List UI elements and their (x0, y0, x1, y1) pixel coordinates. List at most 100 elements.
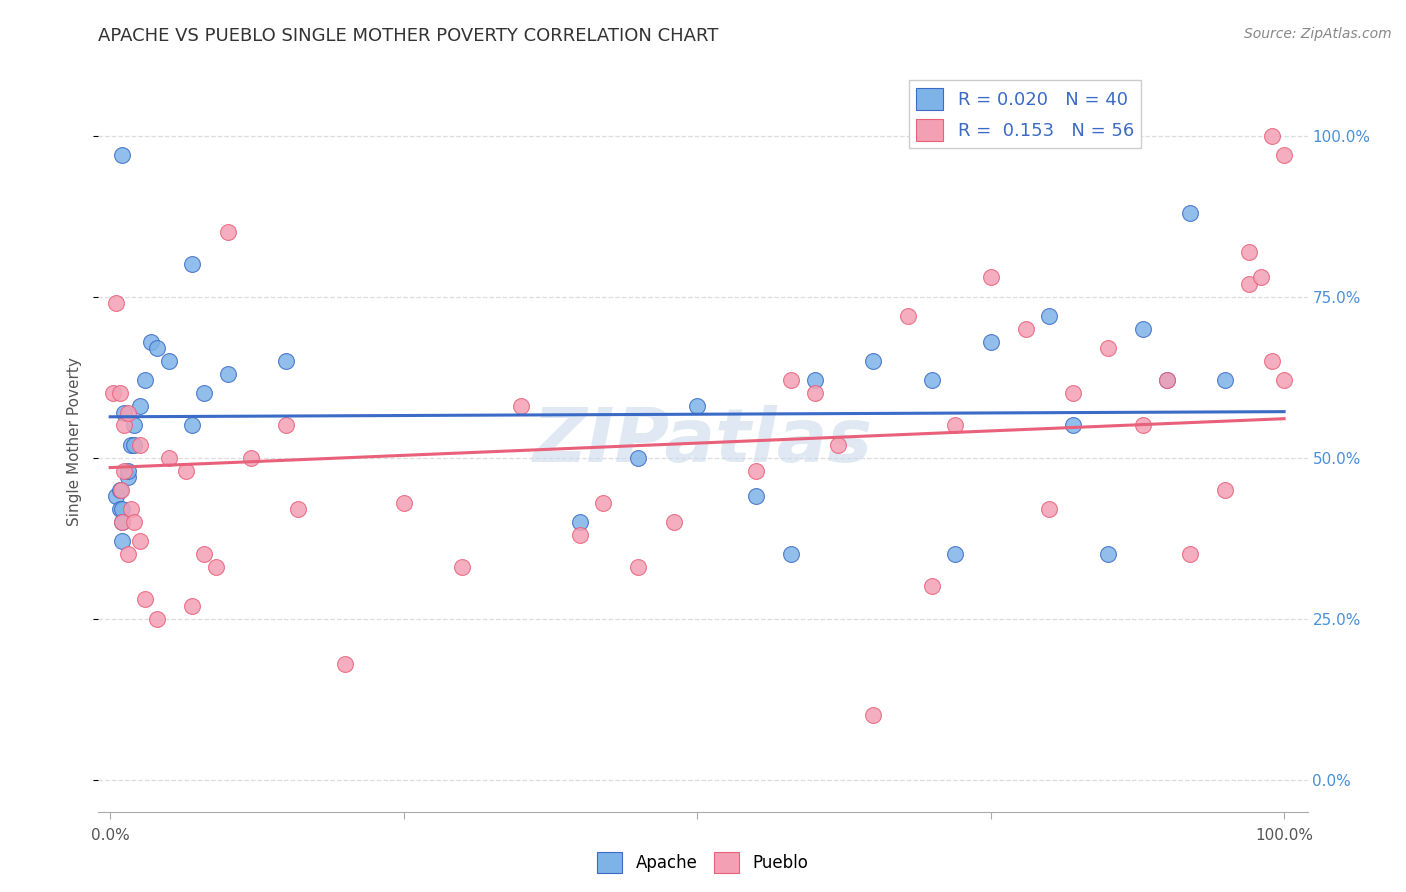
Point (1156, 373, 1178, 387)
Point (1180, 206, 1202, 220)
Point (627, 450, 650, 465)
Point (1015, 322, 1038, 336)
Text: ZIPatlas: ZIPatlas (533, 405, 873, 478)
Point (111, 534, 134, 549)
Point (1215, 373, 1237, 387)
Point (945, 547, 967, 561)
Point (1237, 244, 1260, 259)
Point (181, 599, 204, 613)
Point (1038, 502, 1060, 516)
Point (240, 450, 263, 465)
Point (111, 148, 134, 162)
Point (128, 534, 150, 549)
Point (108, 502, 131, 516)
Point (120, 502, 142, 516)
Point (1250, 270, 1272, 285)
Legend: Apache, Pueblo: Apache, Pueblo (591, 846, 815, 880)
Point (921, 373, 943, 387)
Point (980, 334, 1002, 349)
Point (134, 592, 156, 607)
Point (1272, 373, 1295, 387)
Point (568, 515, 591, 529)
Point (1062, 386, 1084, 401)
Point (662, 515, 685, 529)
Point (592, 496, 614, 510)
Point (897, 309, 920, 323)
Point (780, 547, 803, 561)
Point (176, 463, 198, 477)
Point (128, 438, 150, 452)
Point (105, 296, 128, 310)
Point (1180, 547, 1202, 561)
Point (128, 399, 150, 413)
Point (157, 450, 180, 465)
Point (146, 341, 169, 355)
Point (204, 560, 226, 574)
Point (111, 515, 134, 529)
Point (1156, 373, 1178, 387)
Point (1132, 418, 1154, 433)
Point (112, 406, 135, 420)
Point (921, 579, 943, 593)
Point (141, 334, 163, 349)
Point (122, 418, 145, 433)
Point (745, 463, 768, 477)
Point (105, 489, 128, 503)
Point (862, 354, 884, 368)
Point (193, 547, 215, 561)
Point (1097, 547, 1119, 561)
Point (945, 418, 967, 433)
Point (146, 611, 169, 625)
Text: 100.0%: 100.0% (1256, 828, 1313, 843)
Point (117, 470, 139, 484)
Point (122, 515, 145, 529)
Text: 0.0%: 0.0% (91, 828, 129, 843)
Point (110, 483, 132, 497)
Point (1261, 354, 1284, 368)
Point (117, 547, 139, 561)
Point (745, 489, 768, 503)
Point (1237, 277, 1260, 291)
Point (157, 354, 180, 368)
Point (217, 367, 239, 381)
Point (122, 438, 145, 452)
Point (112, 418, 135, 433)
Y-axis label: Single Mother Poverty: Single Mother Poverty (67, 357, 83, 526)
Point (803, 386, 825, 401)
Point (276, 354, 298, 368)
Point (101, 386, 124, 401)
Point (803, 373, 825, 387)
Point (1097, 341, 1119, 355)
Point (112, 463, 135, 477)
Point (1272, 148, 1295, 162)
Point (217, 225, 239, 239)
Point (451, 560, 474, 574)
Point (827, 438, 849, 452)
Point (117, 463, 139, 477)
Point (117, 406, 139, 420)
Point (1038, 309, 1060, 323)
Point (287, 502, 309, 516)
Text: Source: ZipAtlas.com: Source: ZipAtlas.com (1244, 27, 1392, 41)
Text: APACHE VS PUEBLO SINGLE MOTHER POVERTY CORRELATION CHART: APACHE VS PUEBLO SINGLE MOTHER POVERTY C… (98, 27, 718, 45)
Point (111, 515, 134, 529)
Point (627, 560, 650, 574)
Point (111, 502, 134, 516)
Point (568, 528, 591, 542)
Point (181, 418, 204, 433)
Point (686, 399, 709, 413)
Point (108, 483, 131, 497)
Point (276, 418, 298, 433)
Point (1215, 483, 1237, 497)
Point (392, 496, 415, 510)
Point (108, 386, 131, 401)
Point (1261, 128, 1284, 143)
Point (1062, 418, 1084, 433)
Legend: R = 0.020   N = 40, R =  0.153   N = 56: R = 0.020 N = 40, R = 0.153 N = 56 (910, 80, 1142, 148)
Point (193, 386, 215, 401)
Point (780, 373, 803, 387)
Point (1132, 322, 1154, 336)
Point (980, 270, 1002, 285)
Point (510, 399, 533, 413)
Point (333, 657, 356, 671)
